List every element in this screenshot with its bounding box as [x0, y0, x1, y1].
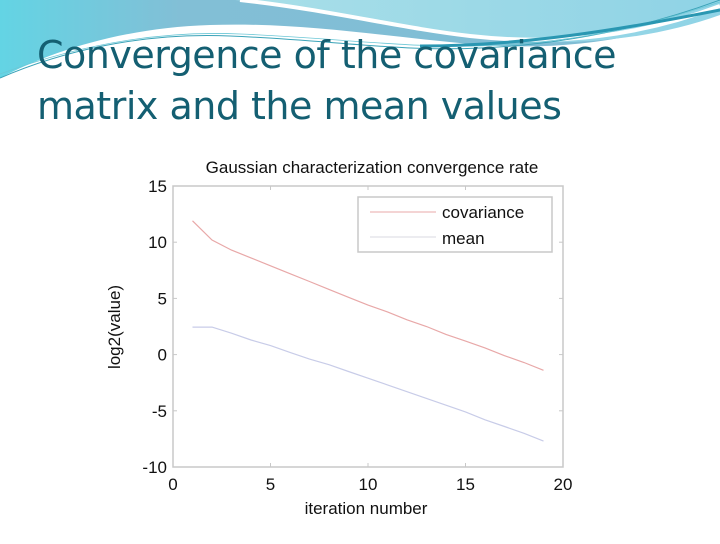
slide-title-line-2: matrix and the mean values	[37, 84, 562, 128]
chart-title: Gaussian characterization convergence ra…	[206, 158, 539, 177]
series-line-mean	[192, 326, 544, 442]
x-tick-label: 20	[554, 475, 573, 494]
slide-title-line-1: Convergence of the covariance	[37, 33, 617, 77]
y-tick-label: 0	[158, 346, 167, 365]
legend-box	[357, 196, 553, 253]
y-tick-label: 10	[148, 233, 167, 252]
y-axis-ticks: -10 -5 0 5 10 15	[142, 177, 563, 477]
series-lines	[192, 220, 544, 442]
y-tick-label: 5	[158, 289, 167, 308]
x-axis-ticks: 0 5 10 15 20	[168, 186, 572, 494]
header-decoration	[0, 0, 720, 79]
x-tick-label: 5	[266, 475, 275, 494]
x-tick-label: 0	[168, 475, 177, 494]
legend-label-mean: mean	[442, 229, 485, 248]
y-tick-label: -5	[152, 402, 167, 421]
y-tick-label: -10	[142, 458, 167, 477]
y-tick-label: 15	[148, 177, 167, 196]
legend: covariance mean	[357, 196, 553, 253]
x-tick-label: 15	[456, 475, 475, 494]
legend-label-covariance: covariance	[442, 203, 524, 222]
slide-title: Convergence of the covariance matrix and…	[37, 30, 697, 132]
x-axis-label: iteration number	[305, 499, 428, 518]
x-tick-label: 10	[359, 475, 378, 494]
series-line-covariance	[192, 220, 544, 371]
y-axis-label: log2(value)	[105, 285, 124, 369]
